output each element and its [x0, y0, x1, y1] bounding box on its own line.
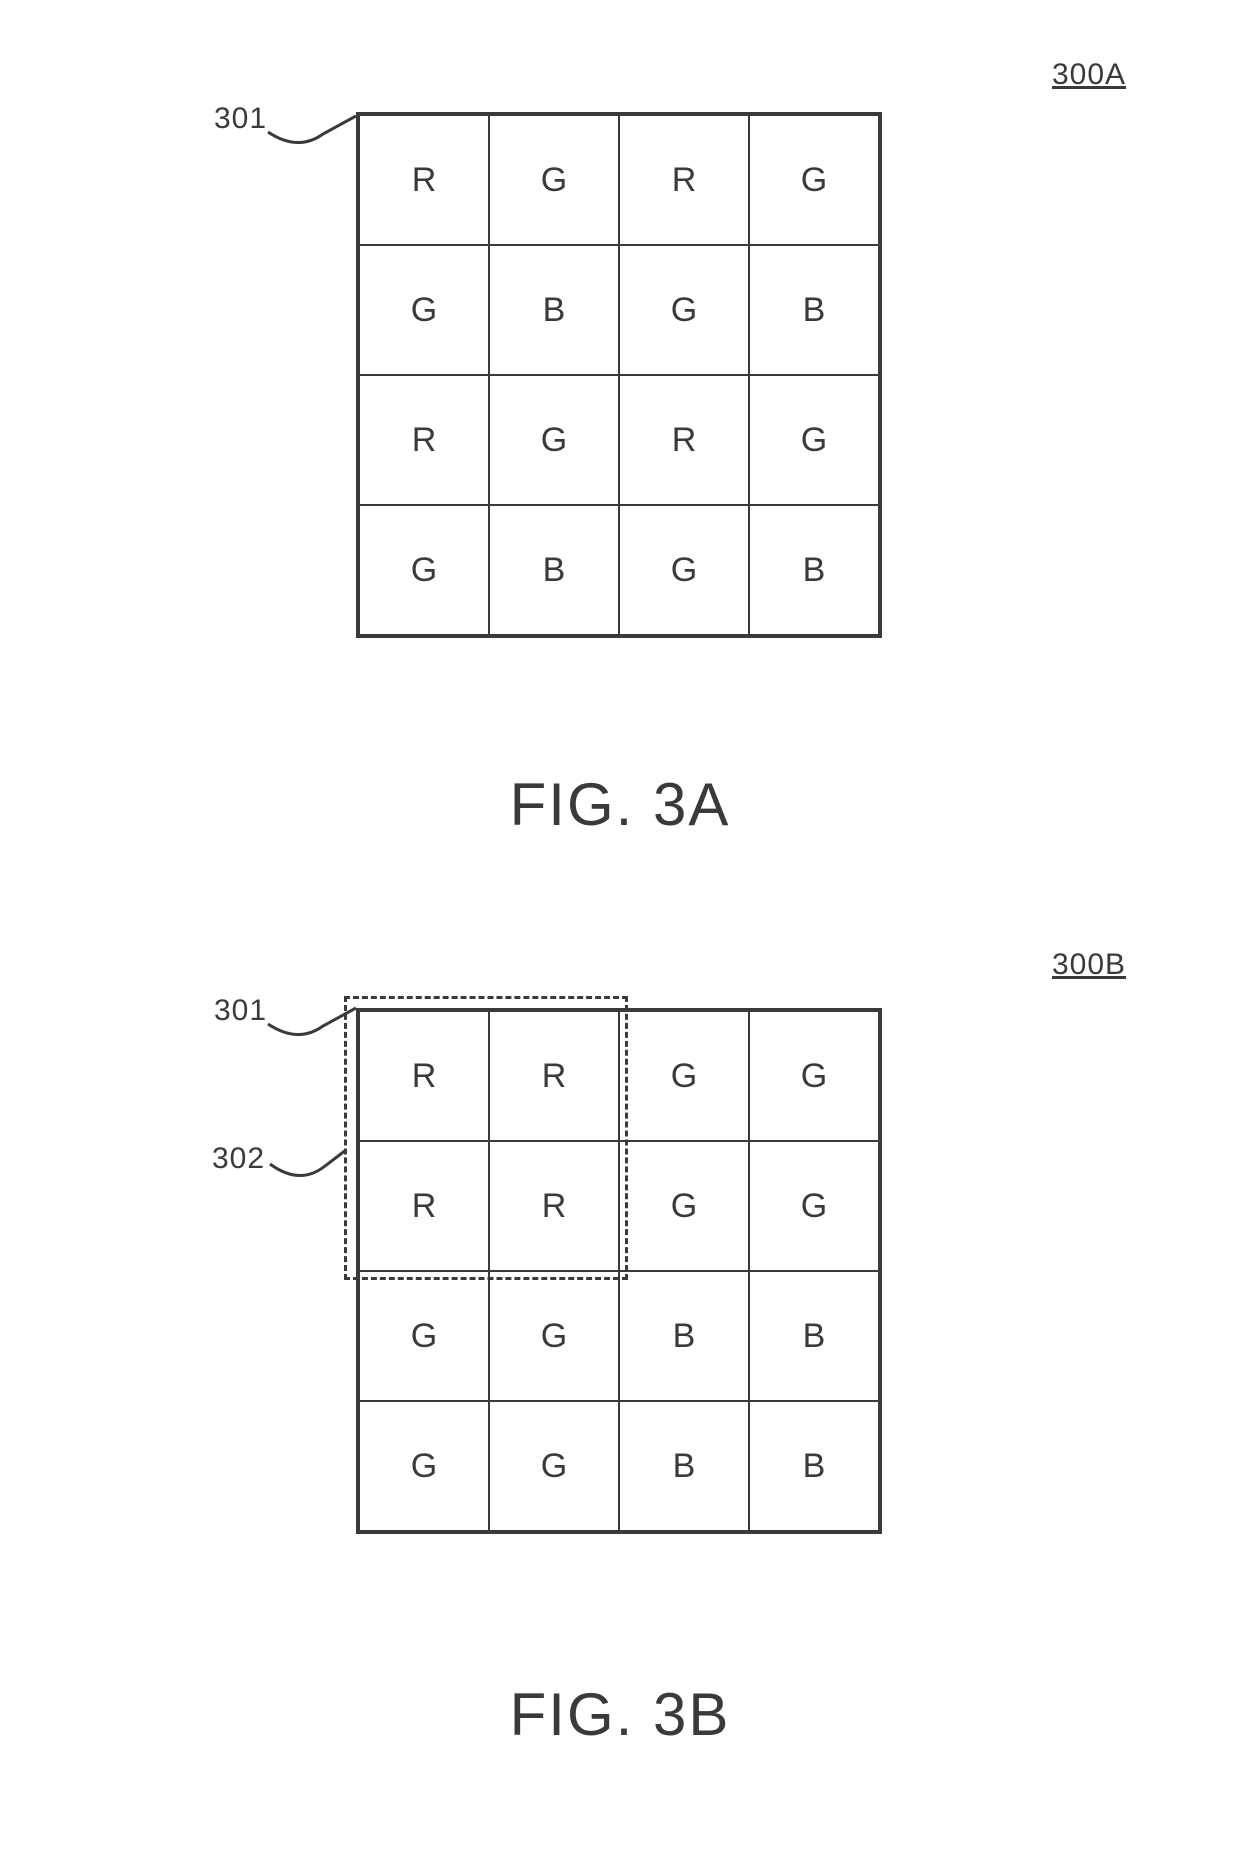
- figure-a-lead-301-line: [268, 112, 360, 152]
- figure-a-pixel-grid: R G R G G B G B R G R G G B G B: [356, 112, 882, 638]
- cell-a-2-2: R: [619, 375, 749, 505]
- cell-b-3-1: G: [489, 1401, 619, 1531]
- figure-b-lead-302-line: [270, 1140, 350, 1190]
- cell-b-1-3: G: [749, 1141, 879, 1271]
- cell-b-3-3: B: [749, 1401, 879, 1531]
- cell-a-2-1: G: [489, 375, 619, 505]
- cell-b-0-3: G: [749, 1011, 879, 1141]
- cell-b-1-0: R: [359, 1141, 489, 1271]
- cell-a-2-3: G: [749, 375, 879, 505]
- cell-b-2-2: B: [619, 1271, 749, 1401]
- cell-b-2-3: B: [749, 1271, 879, 1401]
- cell-a-3-1: B: [489, 505, 619, 635]
- cell-a-0-0: R: [359, 115, 489, 245]
- cell-b-1-2: G: [619, 1141, 749, 1271]
- figure-b-reference-number: 300B: [1052, 948, 1126, 982]
- cell-b-1-1: R: [489, 1141, 619, 1271]
- cell-b-0-1: R: [489, 1011, 619, 1141]
- figure-b-lead-302-label: 302: [212, 1142, 265, 1176]
- cell-a-1-2: G: [619, 245, 749, 375]
- cell-b-0-2: G: [619, 1011, 749, 1141]
- figure-b-pixel-grid: R R G G R R G G G G B B G G B B: [356, 1008, 882, 1534]
- cell-a-2-0: R: [359, 375, 489, 505]
- figure-a-caption: FIG. 3A: [0, 770, 1240, 839]
- cell-a-0-3: G: [749, 115, 879, 245]
- cell-a-1-1: B: [489, 245, 619, 375]
- patent-figure-page: 300A 301 R G R G G B G B R G R G G B G B…: [0, 0, 1240, 1852]
- cell-b-2-0: G: [359, 1271, 489, 1401]
- figure-a-lead-301-label: 301: [214, 102, 267, 136]
- figure-b-lead-301-label: 301: [214, 994, 267, 1028]
- cell-a-3-0: G: [359, 505, 489, 635]
- figure-b-caption: FIG. 3B: [0, 1680, 1240, 1749]
- figure-b-lead-301-line: [268, 1004, 360, 1044]
- cell-a-0-2: R: [619, 115, 749, 245]
- cell-a-3-3: B: [749, 505, 879, 635]
- figure-a-reference-number: 300A: [1052, 58, 1126, 92]
- cell-b-3-0: G: [359, 1401, 489, 1531]
- cell-b-2-1: G: [489, 1271, 619, 1401]
- cell-a-1-0: G: [359, 245, 489, 375]
- cell-a-0-1: G: [489, 115, 619, 245]
- cell-a-3-2: G: [619, 505, 749, 635]
- cell-b-0-0: R: [359, 1011, 489, 1141]
- cell-a-1-3: B: [749, 245, 879, 375]
- cell-b-3-2: B: [619, 1401, 749, 1531]
